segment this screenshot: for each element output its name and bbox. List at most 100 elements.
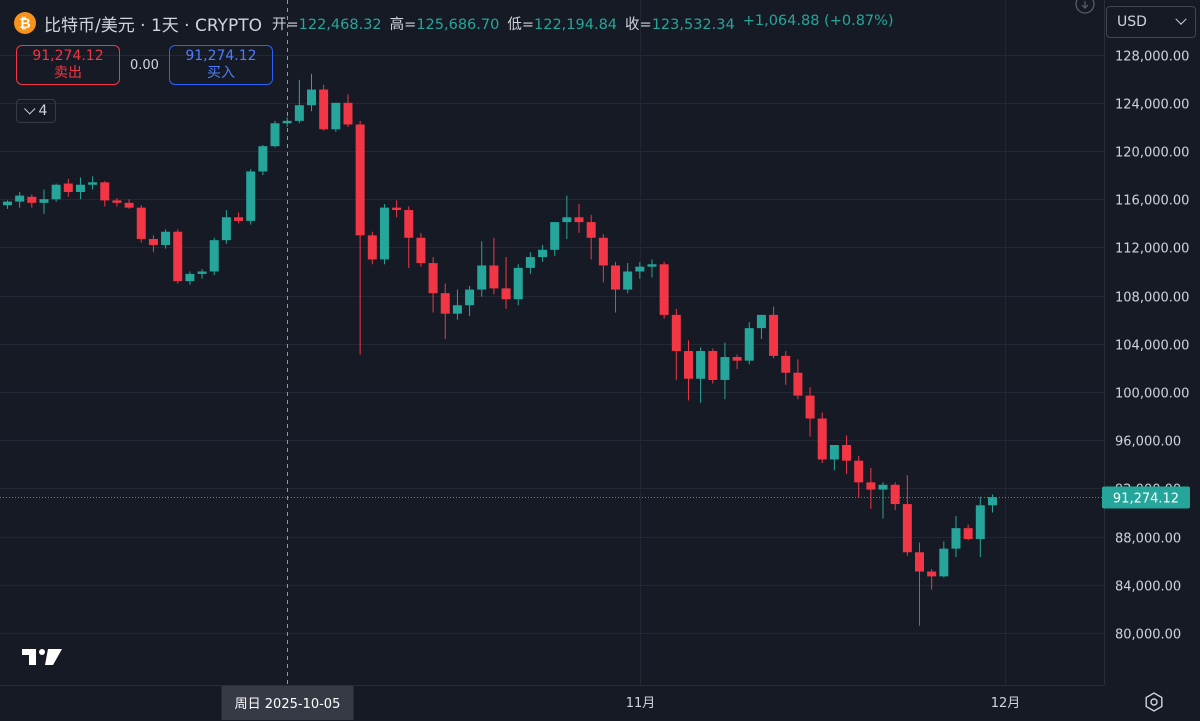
candle[interactable] <box>428 257 438 313</box>
candle[interactable] <box>27 194 37 208</box>
candle[interactable] <box>477 241 487 297</box>
price-tick-label[interactable]: 80,000.00 <box>1115 628 1181 643</box>
candle[interactable] <box>939 541 949 578</box>
candle[interactable] <box>15 191 25 208</box>
candle[interactable] <box>270 120 280 148</box>
candle[interactable] <box>987 494 997 513</box>
candle[interactable] <box>854 455 864 499</box>
price-tick-label[interactable]: 84,000.00 <box>1115 580 1181 595</box>
time-axis[interactable]: 11月 12月 周日 2025-10-05 <box>0 685 1104 721</box>
candle[interactable] <box>769 306 779 359</box>
candle[interactable] <box>404 206 414 268</box>
candle[interactable] <box>209 237 219 276</box>
candles-layer[interactable] <box>3 73 997 626</box>
candle[interactable] <box>319 84 329 131</box>
candle[interactable] <box>562 195 572 239</box>
candle[interactable] <box>683 340 693 401</box>
candle[interactable] <box>282 117 292 127</box>
candle[interactable] <box>185 271 195 285</box>
candle[interactable] <box>635 261 645 279</box>
price-tick-label[interactable]: 108,000.00 <box>1115 291 1189 306</box>
candle[interactable] <box>550 222 560 256</box>
candle[interactable] <box>756 314 766 339</box>
candle[interactable] <box>574 204 584 233</box>
candle[interactable] <box>927 569 937 590</box>
candle[interactable] <box>805 387 815 437</box>
scroll-up-icon[interactable] <box>1074 0 1096 14</box>
candle[interactable] <box>452 289 462 320</box>
candle[interactable] <box>294 79 304 124</box>
candle[interactable] <box>246 169 256 225</box>
candle[interactable] <box>465 285 475 317</box>
candle[interactable] <box>100 181 110 207</box>
candle[interactable] <box>732 354 742 370</box>
currency-select[interactable]: USD <box>1106 6 1196 38</box>
price-tick-label[interactable]: 96,000.00 <box>1115 435 1181 450</box>
candle[interactable] <box>878 482 888 519</box>
candle[interactable] <box>720 342 730 400</box>
candle[interactable] <box>793 359 803 400</box>
candle[interactable] <box>112 197 122 207</box>
candle[interactable] <box>197 269 207 279</box>
candle[interactable] <box>51 183 61 202</box>
candle[interactable] <box>696 347 706 403</box>
candle[interactable] <box>63 178 73 197</box>
candle[interactable] <box>598 234 608 283</box>
candle[interactable] <box>708 348 718 384</box>
price-tick-label[interactable]: 128,000.00 <box>1115 50 1189 65</box>
candle[interactable] <box>258 144 268 176</box>
price-tick-label[interactable]: 112,000.00 <box>1115 242 1189 257</box>
candle[interactable] <box>489 237 499 295</box>
candle[interactable] <box>3 200 12 209</box>
indicators-toggle-button[interactable]: 4 <box>16 99 56 123</box>
candle[interactable] <box>367 231 377 265</box>
candle[interactable] <box>501 257 511 309</box>
candle[interactable] <box>817 412 827 464</box>
candle[interactable] <box>355 120 365 355</box>
candle[interactable] <box>586 214 596 260</box>
candle[interactable] <box>124 199 134 209</box>
candle[interactable] <box>416 232 426 267</box>
symbol-title[interactable]: 比特币/美元 · 1天 · CRYPTO <box>44 15 262 36</box>
settings-icon[interactable] <box>1143 691 1165 713</box>
candle[interactable] <box>343 94 353 127</box>
tradingview-logo-icon[interactable] <box>20 645 64 667</box>
candle[interactable] <box>781 351 791 385</box>
candle[interactable] <box>829 445 839 471</box>
price-axis[interactable]: 80,000.0084,000.0088,000.0092,000.0096,0… <box>1102 0 1190 685</box>
candle[interactable] <box>963 524 973 541</box>
candle[interactable] <box>148 235 158 253</box>
candle[interactable] <box>88 176 98 190</box>
candle[interactable] <box>866 467 876 509</box>
candle[interactable] <box>75 177 85 200</box>
price-tick-label[interactable]: 124,000.00 <box>1115 98 1189 113</box>
candle[interactable] <box>975 496 985 558</box>
sell-button[interactable]: 91,274.12 卖出 <box>16 45 120 85</box>
price-tick-label[interactable]: 104,000.00 <box>1115 339 1189 354</box>
price-tick-label[interactable]: 120,000.00 <box>1115 146 1189 161</box>
candle[interactable] <box>307 73 316 112</box>
price-tick-label[interactable]: 100,000.00 <box>1115 387 1189 402</box>
candle[interactable] <box>659 261 669 319</box>
candle[interactable] <box>902 475 912 556</box>
candle[interactable] <box>173 229 183 284</box>
candle[interactable] <box>611 261 620 313</box>
candle[interactable] <box>623 263 633 294</box>
candle[interactable] <box>440 283 450 339</box>
candle[interactable] <box>915 542 924 626</box>
buy-button[interactable]: 91,274.12 买入 <box>168 45 273 85</box>
candle[interactable] <box>538 244 548 262</box>
candle[interactable] <box>161 229 171 249</box>
candle[interactable] <box>744 322 754 365</box>
candle[interactable] <box>331 102 341 132</box>
time-tick-label[interactable]: 12月 <box>991 696 1021 711</box>
price-tick-label[interactable]: 116,000.00 <box>1115 194 1189 209</box>
candle[interactable] <box>392 200 402 218</box>
last-price-tag[interactable]: 91,274.12 <box>1113 492 1179 507</box>
price-tick-label[interactable]: 88,000.00 <box>1115 532 1181 547</box>
candle[interactable] <box>379 204 389 265</box>
candle[interactable] <box>951 516 961 558</box>
candle[interactable] <box>842 435 852 474</box>
candle[interactable] <box>890 482 900 511</box>
